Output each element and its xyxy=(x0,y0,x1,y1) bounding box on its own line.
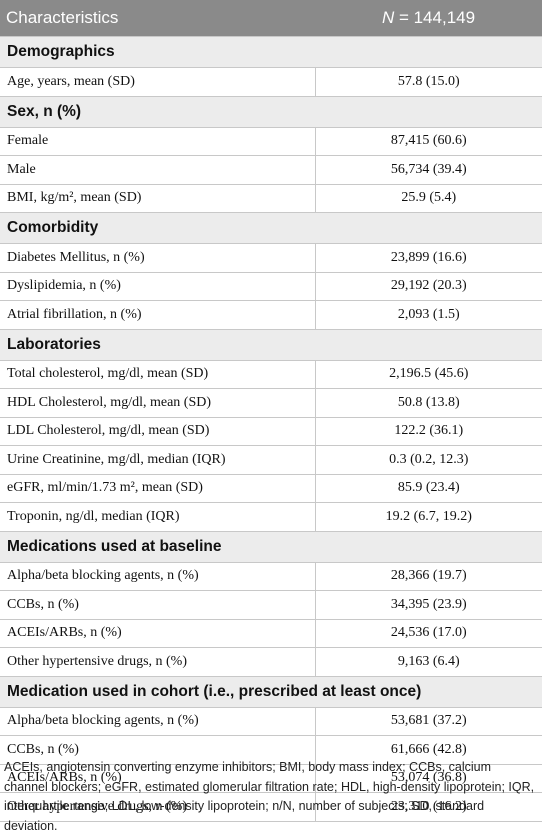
header-n-symbol: N xyxy=(381,8,395,27)
section-title: Laboratories xyxy=(0,328,542,361)
section-title: Demographics xyxy=(0,36,542,68)
section-header-row: Sex, n (%) xyxy=(0,95,542,128)
row-label: ACEIs/ARBs, n (%) xyxy=(0,764,315,793)
row-label: Other hypertensive drugs, n (%) xyxy=(0,647,315,677)
row-value: 56,734 (39.4) xyxy=(314,155,542,185)
row-label: Total cholesterol, mg/dl, mean (SD) xyxy=(0,360,315,389)
row-label: Male xyxy=(0,155,315,185)
characteristics-table: Characteristics N = 144,149 Demographics… xyxy=(0,0,542,822)
section-header-row: Medications used at baseline xyxy=(0,530,542,563)
row-label: CCBs, n (%) xyxy=(0,590,315,620)
row-label: BMI, kg/m², mean (SD) xyxy=(0,184,315,213)
row-label: Alpha/beta blocking agents, n (%) xyxy=(0,707,315,736)
row-label: ACEIs/ARBs, n (%) xyxy=(0,619,315,648)
row-label: Other hypertensive drugs, n (%) xyxy=(0,792,315,822)
row-value: 53,074 (36.8) xyxy=(314,764,542,793)
row-value: 29,192 (20.3) xyxy=(314,272,542,301)
row-label: LDL Cholesterol, mg/dl, mean (SD) xyxy=(0,417,315,446)
table-row: Male 56,734 (39.4) xyxy=(0,155,542,185)
table-row: Dyslipidemia, n (%) 29,192 (20.3) xyxy=(0,272,542,301)
table-row: BMI, kg/m², mean (SD) 25.9 (5.4) xyxy=(0,184,542,213)
row-label: Female xyxy=(0,127,315,156)
row-value: 53,681 (37.2) xyxy=(314,707,542,736)
row-value: 57.8 (15.0) xyxy=(314,67,542,97)
row-value: 34,395 (23.9) xyxy=(314,590,542,620)
table-row: Age, years, mean (SD) 57.8 (15.0) xyxy=(0,67,542,97)
section-header-row: Laboratories xyxy=(0,328,542,361)
table-row: Alpha/beta blocking agents, n (%) 53,681 … xyxy=(0,707,542,736)
row-value: 25.9 (5.4) xyxy=(314,184,542,213)
row-value: 2,196.5 (45.6) xyxy=(314,360,542,389)
characteristics-table-container: Characteristics N = 144,149 Demographics… xyxy=(0,0,542,822)
table-row: CCBs, n (%) 34,395 (23.9) xyxy=(0,590,542,620)
table-row: Female 87,415 (60.6) xyxy=(0,127,542,156)
row-value: 19.2 (6.7, 19.2) xyxy=(314,502,542,532)
table-row: ACEIs/ARBs, n (%) 53,074 (36.8) xyxy=(0,764,542,793)
row-value: 61,666 (42.8) xyxy=(314,735,542,765)
table-row: Total cholesterol, mg/dl, mean (SD) 2,196… xyxy=(0,360,542,389)
section-header-row: Demographics xyxy=(0,36,542,68)
row-value: 2,093 (1.5) xyxy=(314,300,542,330)
row-value: 9,163 (6.4) xyxy=(314,647,542,677)
table-header-row: Characteristics N = 144,149 xyxy=(0,0,542,37)
row-value: 0.3 (0.2, 12.3) xyxy=(314,445,542,475)
row-label: HDL Cholesterol, mg/dl, mean (SD) xyxy=(0,388,315,418)
table-row: Atrial fibrillation, n (%) 2,093 (1.5) xyxy=(0,300,542,330)
row-value: 122.2 (36.1) xyxy=(314,417,542,446)
table-row: Other hypertensive drugs, n (%) 23,310 (1… xyxy=(0,792,542,822)
table-row: ACEIs/ARBs, n (%) 24,536 (17.0) xyxy=(0,619,542,648)
section-title: Medication used in cohort (i.e., prescri… xyxy=(0,675,542,708)
row-label: eGFR, ml/min/1.73 m², mean (SD) xyxy=(0,474,315,503)
table-row: HDL Cholesterol, mg/dl, mean (SD) 50.8 (1… xyxy=(0,388,542,418)
table-row: Alpha/beta blocking agents, n (%) 28,366 … xyxy=(0,562,542,591)
table-body: Demographics Age, years, mean (SD) 57.8 (1… xyxy=(0,36,542,822)
section-header-row: Medication used in cohort (i.e., prescri… xyxy=(0,675,542,708)
table-row: eGFR, ml/min/1.73 m², mean (SD) 85.9 (23.… xyxy=(0,474,542,503)
row-label: Alpha/beta blocking agents, n (%) xyxy=(0,562,315,591)
row-label: Dyslipidemia, n (%) xyxy=(0,272,315,301)
section-title: Sex, n (%) xyxy=(0,95,542,128)
row-label: Atrial fibrillation, n (%) xyxy=(0,300,315,330)
row-label: CCBs, n (%) xyxy=(0,735,315,765)
row-value: 50.8 (13.8) xyxy=(314,388,542,418)
row-value: 23,899 (16.6) xyxy=(314,243,542,273)
header-characteristics: Characteristics xyxy=(0,0,315,37)
table-row: Troponin, ng/dl, median (IQR) 19.2 (6.7, … xyxy=(0,502,542,532)
section-title: Comorbidity xyxy=(0,212,542,244)
table-footnote: ACEIs, angiotensin converting enzyme inh… xyxy=(4,760,535,833)
row-value: 85.9 (23.4) xyxy=(314,474,542,503)
row-label: Diabetes Mellitus, n (%) xyxy=(0,243,315,273)
row-label: Age, years, mean (SD) xyxy=(0,67,315,97)
row-value: 87,415 (60.6) xyxy=(314,127,542,156)
table-row: CCBs, n (%) 61,666 (42.8) xyxy=(0,735,542,765)
row-value: 23,310 (16.2) xyxy=(314,792,542,822)
row-value: 28,366 (19.7) xyxy=(314,562,542,591)
header-n-total: N = 144,149 xyxy=(315,0,542,37)
row-value: 24,536 (17.0) xyxy=(314,619,542,648)
table-row: Other hypertensive drugs, n (%) 9,163 (6.… xyxy=(0,647,542,677)
table-row: Diabetes Mellitus, n (%) 23,899 (16.6) xyxy=(0,243,542,273)
table-row: LDL Cholesterol, mg/dl, mean (SD) 122.2 (… xyxy=(0,417,542,446)
table-row: Urine Creatinine, mg/dl, median (IQR) 0.3… xyxy=(0,445,542,475)
section-title: Medications used at baseline xyxy=(0,530,542,563)
section-header-row: Comorbidity xyxy=(0,212,542,244)
row-label: Troponin, ng/dl, median (IQR) xyxy=(0,502,315,532)
header-n-value: = 144,149 xyxy=(398,8,476,27)
row-label: Urine Creatinine, mg/dl, median (IQR) xyxy=(0,445,315,475)
